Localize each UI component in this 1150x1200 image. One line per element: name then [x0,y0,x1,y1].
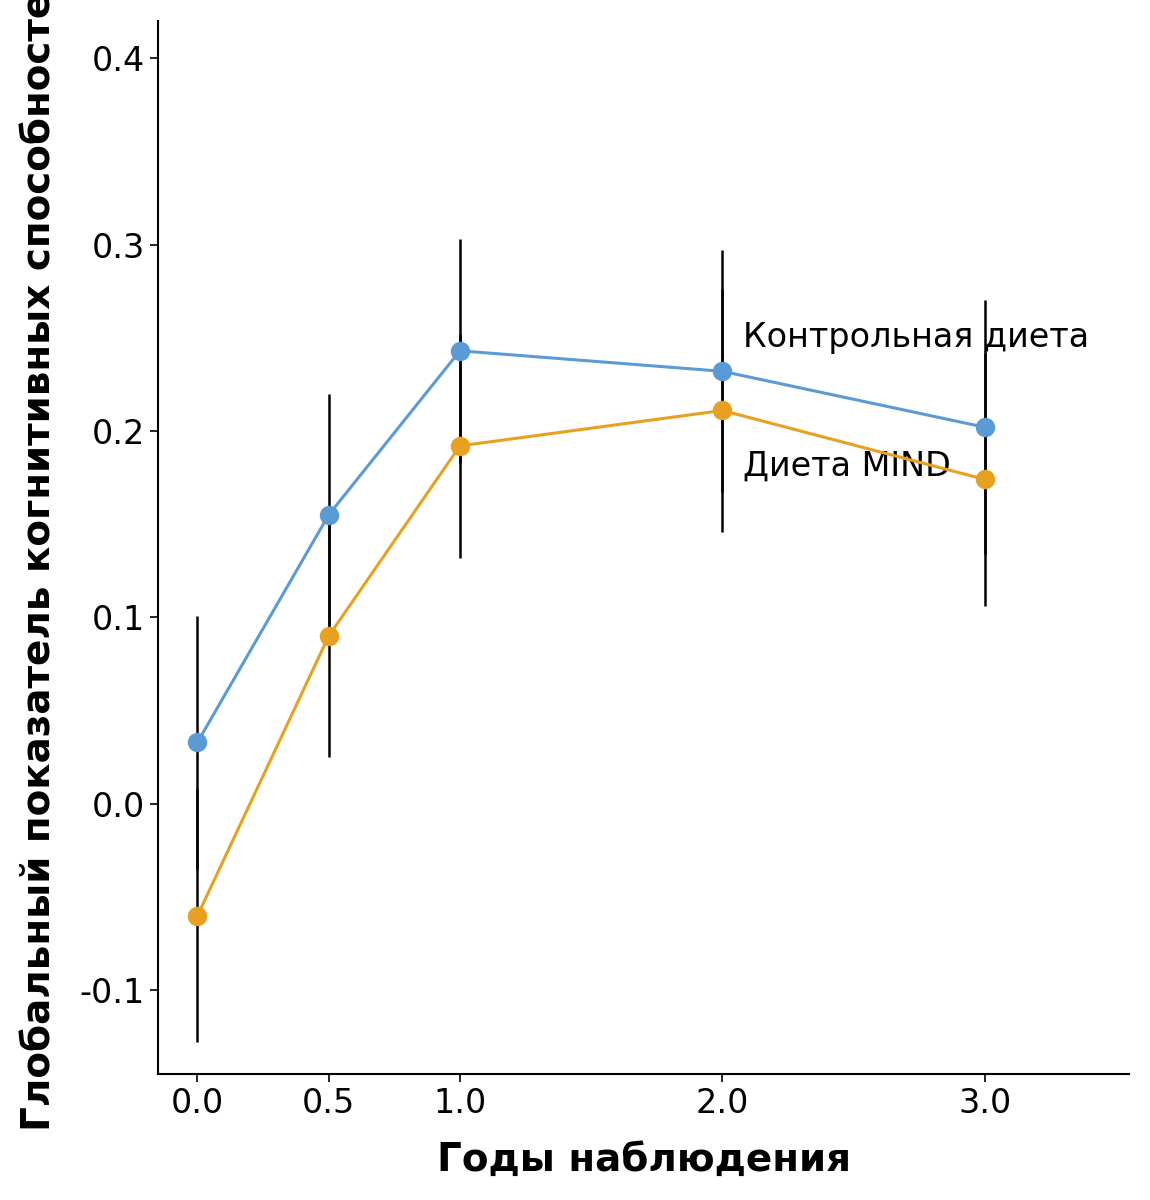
Text: Контрольная диета: Контрольная диета [743,322,1089,354]
X-axis label: Годы наблюдения: Годы наблюдения [437,1141,851,1180]
Text: Диета MIND: Диета MIND [743,450,951,482]
Y-axis label: Глобальный показатель когнитивных способностей: Глобальный показатель когнитивных способ… [21,0,59,1130]
